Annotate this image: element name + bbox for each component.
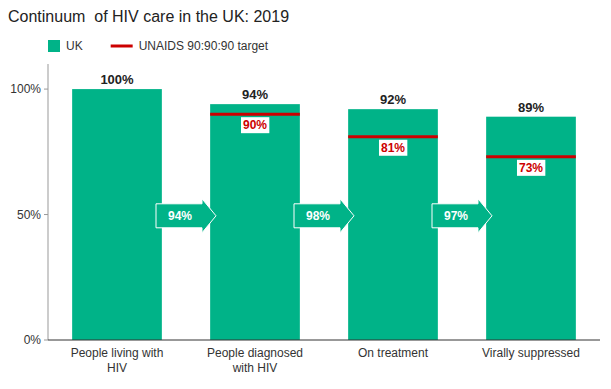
bar — [348, 109, 438, 340]
title: Continuum of HIV care in the UK: 2019 — [8, 8, 289, 25]
target-line — [210, 113, 300, 116]
x-tick-label: Virally suppressed — [482, 346, 580, 360]
target-label: 73% — [519, 161, 543, 175]
target-label-bg — [241, 117, 269, 133]
annotation: 94% — [168, 209, 192, 223]
x-tick-label-line: Virally suppressed — [482, 346, 580, 360]
target-label-bg — [379, 140, 407, 156]
data-label: 89% — [518, 100, 544, 115]
x-axis — [48, 340, 600, 341]
x-tick-label: People diagnosedwith HIV — [207, 346, 303, 375]
target-line — [486, 155, 576, 158]
target-label: 90% — [243, 118, 267, 132]
legend-label: UNAIDS 90:90:90 target — [139, 39, 269, 53]
legend-label: UK — [66, 39, 83, 53]
target-line — [348, 135, 438, 138]
data-label: 100% — [100, 72, 134, 87]
data-label: 92% — [380, 92, 406, 107]
arrow — [156, 199, 216, 233]
marks — [72, 89, 576, 340]
y-tick-label: 50% — [17, 208, 41, 222]
x-tick-label-line: People living with — [71, 346, 164, 360]
data-label: 94% — [242, 87, 268, 102]
x-tick-label-line: with HIV — [232, 361, 278, 375]
bar — [210, 104, 300, 340]
bar — [486, 117, 576, 340]
y-axis — [48, 64, 49, 340]
annotation: 98% — [306, 209, 330, 223]
y-tick — [44, 214, 48, 215]
x-tick-label: On treatment — [358, 346, 429, 360]
target-label: 81% — [381, 141, 405, 155]
arrow — [294, 199, 354, 233]
x-tick-label-line: HIV — [107, 361, 127, 375]
y-tick-label: 0% — [24, 333, 42, 347]
chart: Continuum of HIV care in the UK: 2019 UK U… — [0, 0, 611, 389]
y-tick — [44, 340, 48, 341]
legend-swatch — [48, 40, 60, 52]
target-label-bg — [517, 160, 545, 176]
y-tick — [44, 89, 48, 90]
annotation: 97% — [444, 209, 468, 223]
legend-swatch — [111, 45, 133, 48]
bar — [72, 89, 162, 340]
x-tick-label-line: On treatment — [358, 346, 429, 360]
y-tick-label: 100% — [10, 82, 41, 96]
arrow — [432, 199, 492, 233]
x-tick-label: People living withHIV — [71, 346, 164, 375]
x-tick-label-line: People diagnosed — [207, 346, 303, 360]
